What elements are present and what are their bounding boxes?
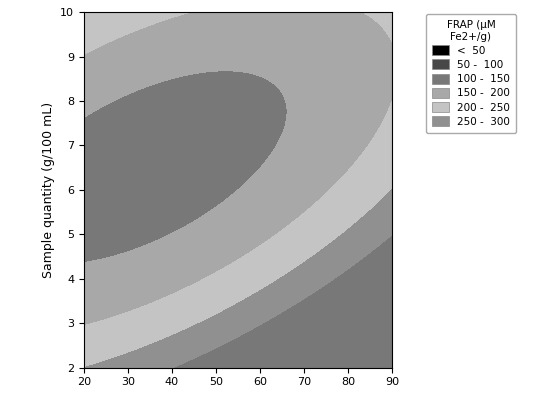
Legend: <  50, 50 -  100, 100 -  150, 150 -  200, 200 -  250, 250 -  300: < 50, 50 - 100, 100 - 150, 150 - 200, 20… bbox=[426, 14, 516, 133]
Y-axis label: Sample quantity (g/100 mL): Sample quantity (g/100 mL) bbox=[42, 102, 55, 278]
